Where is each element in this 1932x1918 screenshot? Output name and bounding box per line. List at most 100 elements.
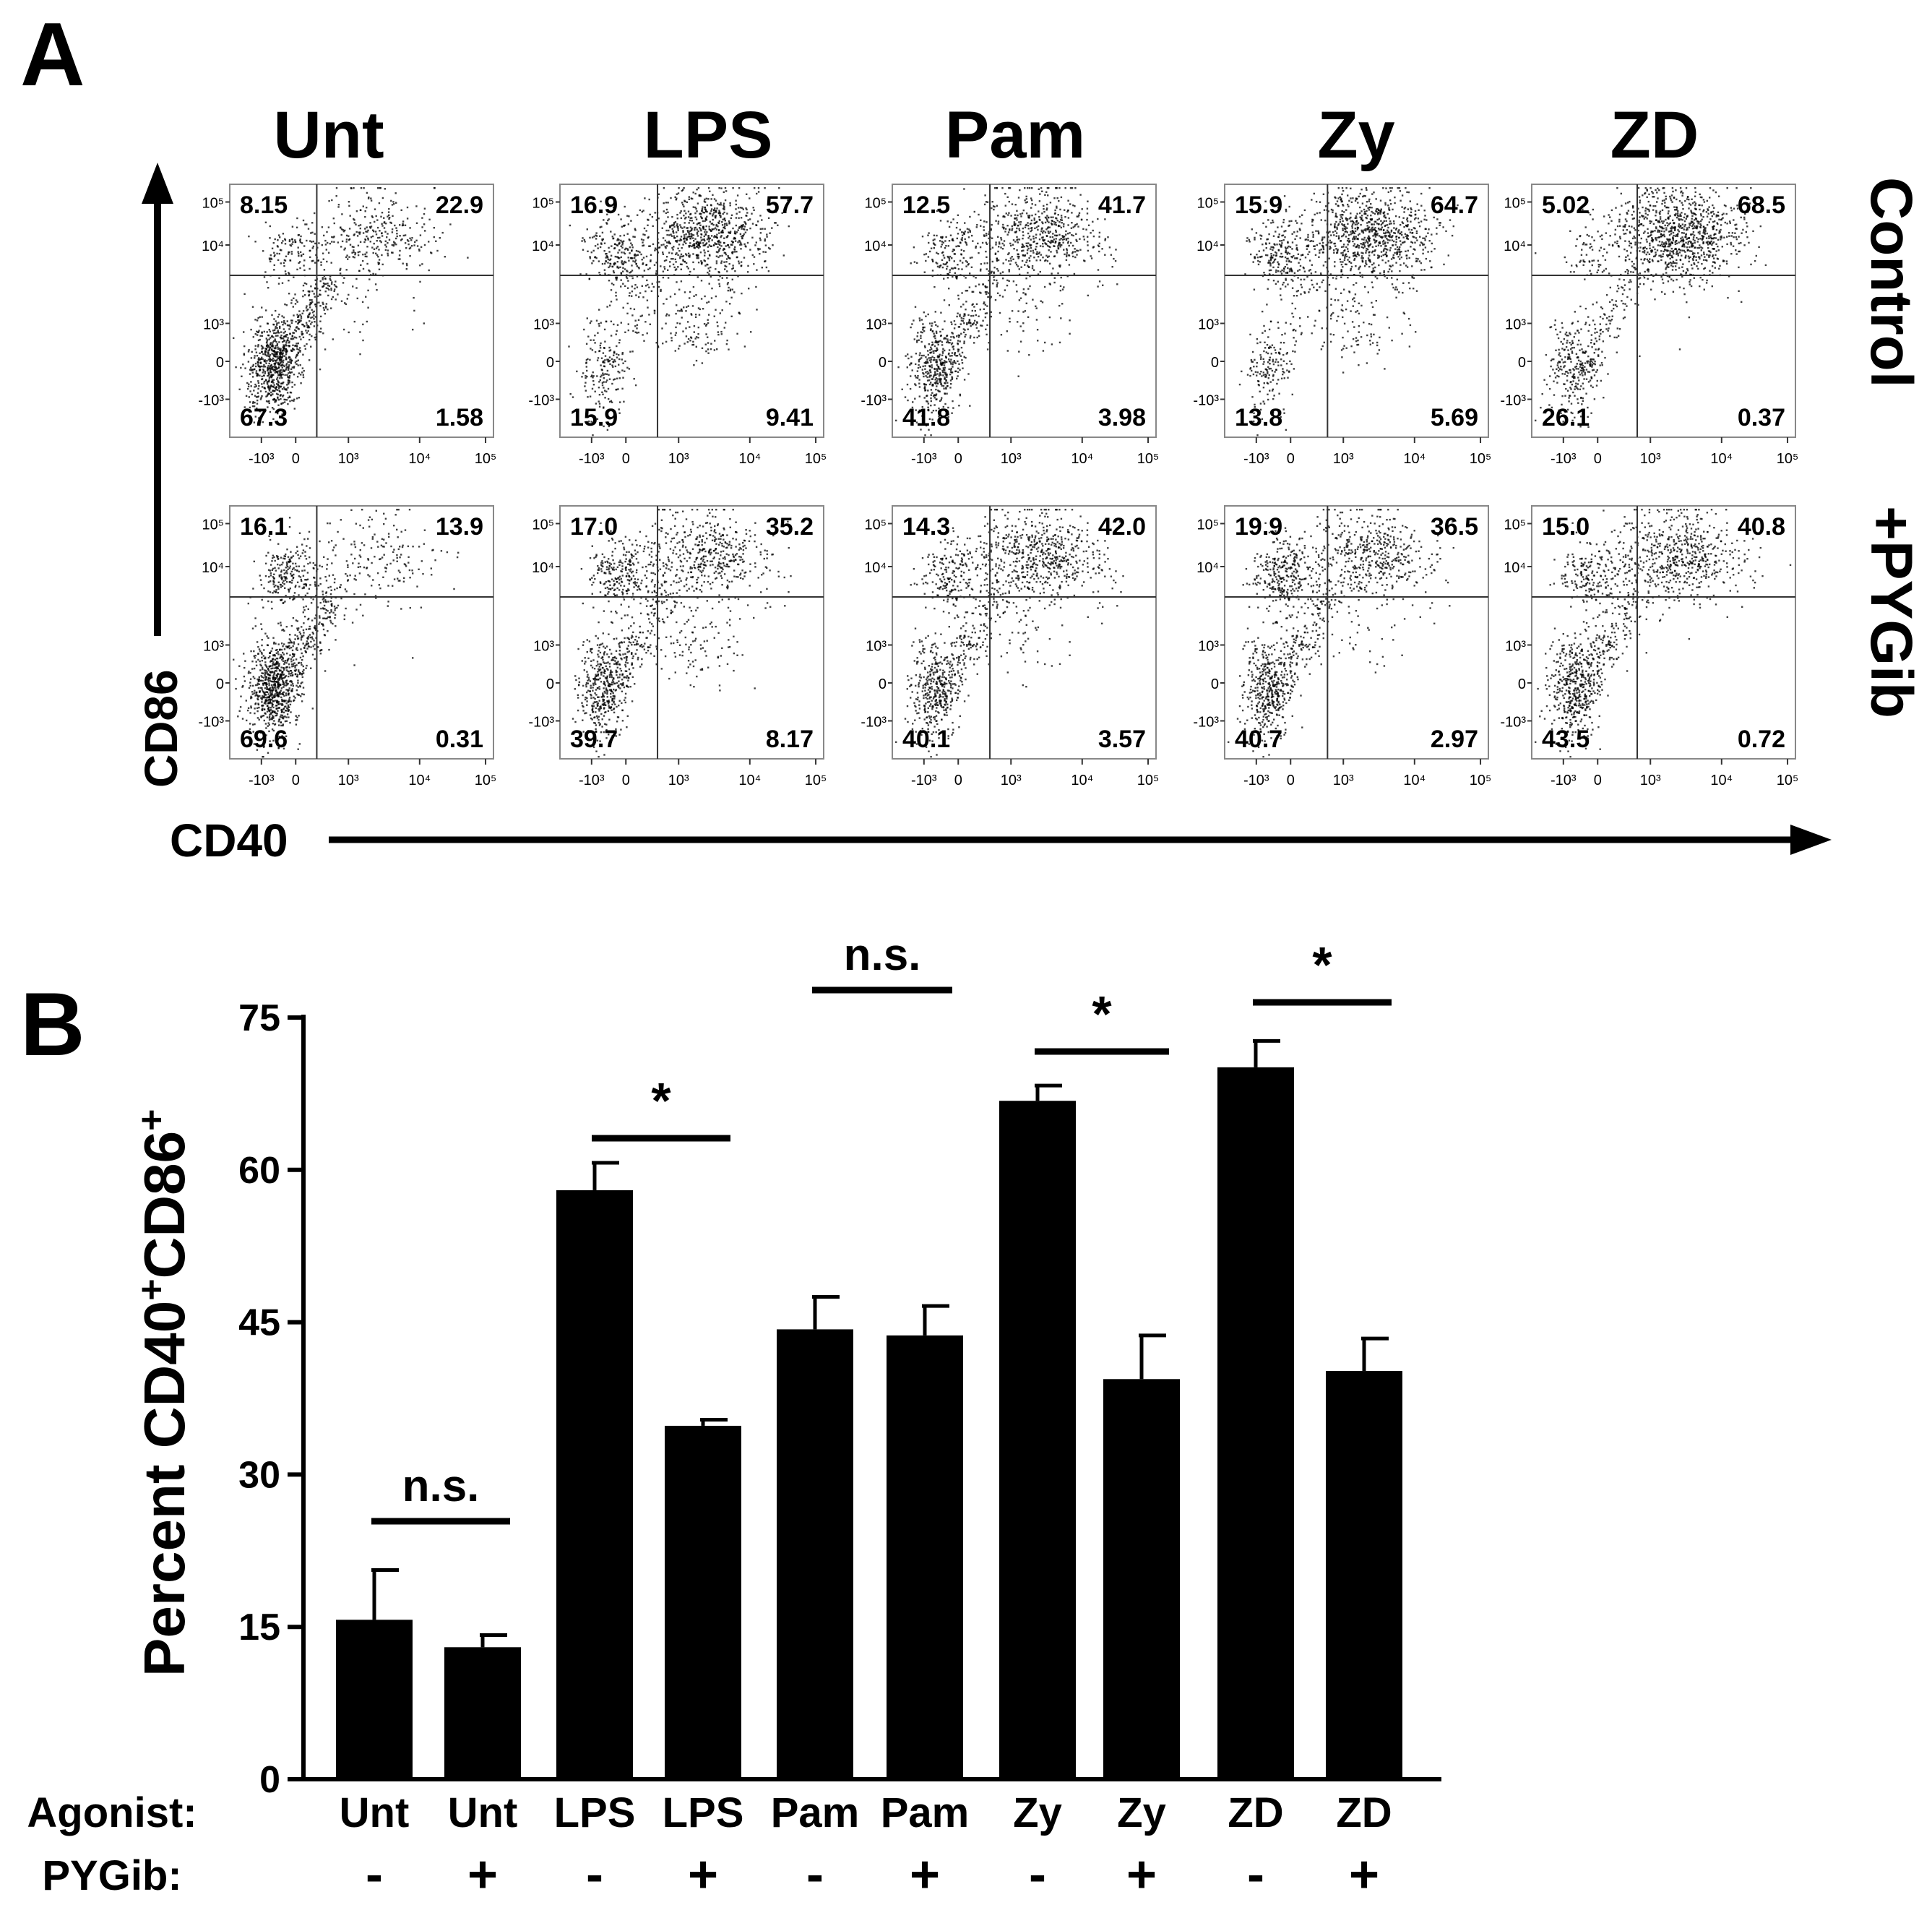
y-tick-label: 10³ — [533, 639, 554, 655]
bar-pam-minus — [777, 1329, 853, 1779]
column-headers: Unt LPS Pam Zy ZD — [273, 98, 1699, 172]
y-tick-label: 0 — [259, 1759, 280, 1801]
y-tick-label: 0 — [1518, 355, 1526, 371]
y-tick-label: 0 — [879, 676, 887, 692]
pygib-sign: - — [1247, 1846, 1264, 1904]
x-tick-label: 10³ — [1001, 451, 1022, 467]
x-tick-label: 10³ — [1640, 451, 1661, 467]
y-tick-label: 75 — [238, 997, 280, 1039]
x-tick-label: 10³ — [338, 773, 359, 788]
row-label-control: Control — [1858, 177, 1924, 387]
x-tick-label: 10⁴ — [408, 451, 431, 467]
y-tick-label: 10³ — [1198, 639, 1219, 655]
x-tick-label: 10⁵ — [1777, 451, 1799, 467]
quadrant-value-lower-right: 3.98 — [1098, 404, 1146, 431]
quadrant-value-lower-right: 1.58 — [436, 404, 483, 431]
significance-label: * — [651, 1072, 671, 1129]
column-header-zy: Zy — [1317, 98, 1394, 172]
x-tick-label: 10⁵ — [1470, 773, 1492, 788]
agonist-label: Zy — [1013, 1789, 1062, 1836]
agonist-label: ZD — [1336, 1789, 1392, 1836]
pygib-sign: + — [910, 1846, 940, 1904]
plot-frame — [1225, 506, 1488, 759]
y-tick-label: 10⁴ — [1196, 560, 1219, 576]
agonist-label: Pam — [771, 1789, 860, 1836]
y-tick-label: 10⁴ — [1504, 560, 1526, 576]
x-tick-label: -10³ — [911, 451, 937, 467]
quadrant-value-upper-right: 68.5 — [1738, 192, 1785, 219]
y-tick-label: 0 — [1211, 676, 1219, 692]
quadrant-value-lower-right: 5.69 — [1431, 404, 1478, 431]
x-tick-label: 10³ — [1001, 773, 1022, 788]
x-tick-label: 10⁵ — [1137, 773, 1160, 788]
x-tick-label: 10⁴ — [1403, 451, 1426, 467]
panel-a-label: A — [20, 5, 85, 105]
bar-lps-minus — [556, 1190, 633, 1779]
agonist-label: ZD — [1228, 1789, 1283, 1836]
agonist-label: LPS — [663, 1789, 744, 1836]
quadrant-value-upper-right: 22.9 — [436, 192, 483, 219]
y-tick-label: 10⁵ — [1504, 196, 1526, 212]
pygib-sign: + — [1349, 1846, 1379, 1904]
pygib-sign: + — [1126, 1846, 1157, 1904]
plot-frame — [230, 184, 493, 437]
y-tick-label: 0 — [216, 355, 224, 371]
column-header-lps: LPS — [644, 98, 773, 172]
y-tick-label: 10⁴ — [532, 560, 554, 576]
quadrant-value-lower-right: 9.41 — [766, 404, 814, 431]
bar-unt-plus — [444, 1647, 521, 1779]
x-tick-label: -10³ — [1551, 451, 1577, 467]
y-tick-label: 45 — [238, 1302, 280, 1344]
x-tick-label: 10⁵ — [475, 773, 497, 788]
pygib-sign: + — [467, 1846, 498, 1904]
x-tick-label: 10³ — [1333, 451, 1354, 467]
quadrant-value-upper-right: 36.5 — [1431, 513, 1478, 541]
x-tick-label: 0 — [1594, 451, 1602, 467]
y-tick-label: 10⁵ — [1504, 517, 1526, 533]
panel-b-label: B — [20, 975, 85, 1075]
quadrant-value-upper-right: 41.7 — [1098, 192, 1146, 219]
y-tick-label: -10³ — [1193, 393, 1219, 409]
x-tick-label: 10⁴ — [1071, 451, 1093, 467]
quadrant-value-upper-left: 17.0 — [570, 513, 618, 541]
quadrant-value-lower-right: 2.97 — [1431, 726, 1478, 753]
y-label-part-1: Percent CD40 — [132, 1301, 197, 1677]
bar-chart-y-label: Percent CD40+CD86+ — [131, 1109, 197, 1677]
agonist-label: Unt — [448, 1789, 518, 1836]
quadrant-value-upper-left: 5.02 — [1542, 192, 1590, 219]
x-tick-label: -10³ — [1551, 773, 1577, 788]
row-label-pygib: +PYGib — [1858, 506, 1924, 718]
quadrant-value-lower-left: 40.7 — [1235, 726, 1282, 753]
y-tick-label: -10³ — [1193, 715, 1219, 731]
y-tick-label: 0 — [546, 355, 554, 371]
y-tick-label: 10⁴ — [532, 238, 554, 254]
y-tick-label: -10³ — [1500, 393, 1526, 409]
x-tick-label: 0 — [1594, 773, 1602, 788]
x-tick-label: 0 — [954, 773, 962, 788]
quadrant-value-upper-left: 16.9 — [570, 192, 618, 219]
y-tick-label: 10³ — [1505, 317, 1526, 333]
quadrant-value-lower-left: 40.1 — [902, 726, 950, 753]
x-tick-label: 10³ — [668, 773, 689, 788]
x-tick-label: 0 — [292, 451, 300, 467]
x-tick-label: 10⁵ — [805, 773, 827, 788]
plot-frame — [1532, 506, 1795, 759]
column-header-unt: Unt — [273, 98, 384, 172]
x-tick-label: 10⁴ — [1710, 451, 1733, 467]
y-tick-label: -10³ — [198, 393, 224, 409]
quadrant-value-lower-right: 8.17 — [766, 726, 814, 753]
y-tick-label: -10³ — [1500, 715, 1526, 731]
y-tick-label: 10⁴ — [202, 560, 224, 576]
y-tick-label: 10⁴ — [864, 238, 887, 254]
significance-label: n.s. — [844, 930, 921, 980]
y-tick-label: 10⁵ — [202, 196, 224, 212]
x-tick-label: 10⁵ — [805, 451, 827, 467]
x-tick-label: 10⁵ — [475, 451, 497, 467]
